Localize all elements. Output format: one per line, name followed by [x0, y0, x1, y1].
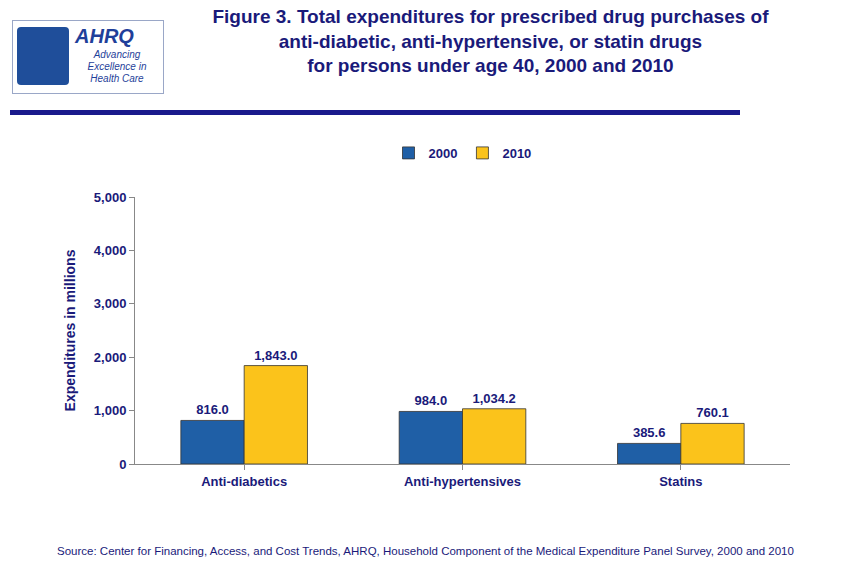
- svg-text:Source: Center for Financing,: Source: Center for Financing, Access, an…: [57, 545, 794, 557]
- svg-text:385.6: 385.6: [633, 425, 666, 440]
- svg-text:2010: 2010: [502, 146, 531, 161]
- svg-text:2,000: 2,000: [94, 350, 127, 365]
- svg-text:4,000: 4,000: [94, 243, 127, 258]
- svg-text:Figure 3. Total expenditures f: Figure 3. Total expenditures for prescri…: [212, 6, 769, 76]
- svg-text:2000: 2000: [429, 146, 458, 161]
- svg-text:1,000: 1,000: [94, 403, 127, 418]
- html-text:Advancing Excellence in Health: Advancing Excellence in Health Care: [87, 49, 147, 84]
- svg-text:Statins: Statins: [659, 474, 702, 489]
- svg-text:760.1: 760.1: [696, 405, 729, 420]
- svg-text:984.0: 984.0: [415, 393, 448, 408]
- svg-text:1,034.2: 1,034.2: [472, 391, 515, 406]
- html-text:AHRQ: AHRQ: [75, 25, 134, 47]
- svg-text:Anti-hypertensives: Anti-hypertensives: [404, 474, 521, 489]
- svg-text:816.0: 816.0: [196, 402, 229, 417]
- svg-text:3,000: 3,000: [94, 296, 127, 311]
- svg-text:1,843.0: 1,843.0: [254, 348, 297, 363]
- svg-text:Anti-diabetics: Anti-diabetics: [201, 474, 287, 489]
- svg-text:5,000: 5,000: [94, 190, 127, 205]
- svg-text:0: 0: [119, 457, 126, 472]
- svg-text:Expenditures in millions: Expenditures in millions: [62, 249, 78, 411]
